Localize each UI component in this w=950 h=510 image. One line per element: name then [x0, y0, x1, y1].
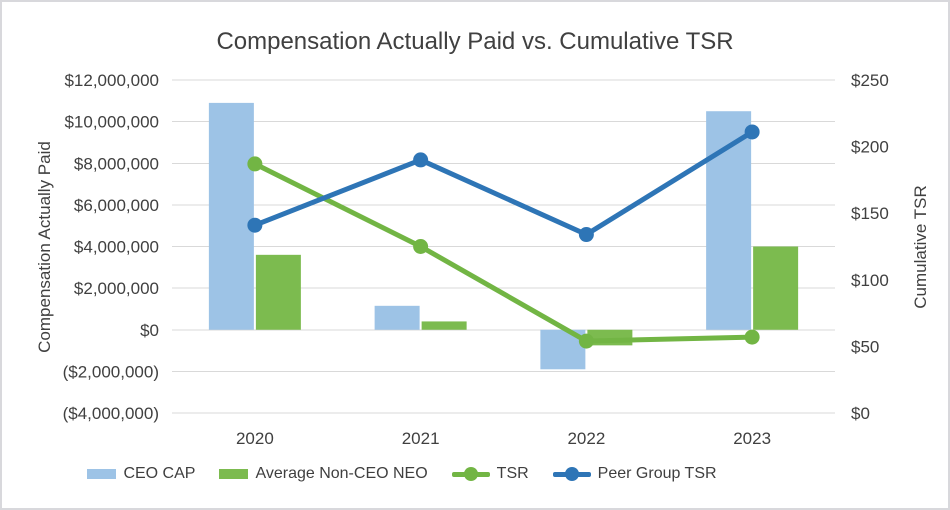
marker-peer-group-tsr-2021	[413, 152, 429, 168]
right-axis-tick-label: $100	[851, 271, 889, 290]
right-axis-tick-label: $200	[851, 138, 889, 157]
legend-label: Average Non-CEO NEO	[255, 465, 428, 482]
legend-label: TSR	[496, 465, 529, 482]
chart-title: Compensation Actually Paid vs. Cumulativ…	[216, 28, 733, 55]
x-axis-labels-group: 2020 2021 2022 2023	[236, 429, 771, 448]
bar-ceo-cap-2021	[374, 305, 420, 330]
left-axis-tick-label: $0	[140, 321, 159, 340]
right-axis-tick-label: $50	[851, 337, 879, 356]
right-axis-title: Cumulative TSR	[911, 185, 930, 308]
legend-item-tsr: TSR	[451, 465, 529, 483]
x-axis-label: 2021	[402, 429, 440, 448]
left-axis-tick-label: $2,000,000	[74, 279, 159, 298]
left-axis-tick-label: $8,000,000	[74, 154, 159, 173]
marker-tsr-2020	[247, 156, 263, 172]
marker-peer-group-tsr-2022	[578, 227, 594, 243]
left-axis-tick-label: ($2,000,000)	[63, 362, 159, 381]
left-axis-tick-label: $6,000,000	[74, 196, 159, 215]
legend-item-average-non-ceo-neo: Average Non-CEO NEO	[219, 465, 428, 483]
left-axis-ticks-group: ($4,000,000) ($2,000,000) $0 $2,000,000 $4,0…	[63, 71, 159, 423]
chart-legend: CEO CAP Average Non-CEO NEO TSR Peer Group …	[2, 462, 802, 486]
marker-peer-group-tsr-2023	[744, 124, 760, 140]
right-axis-tick-label: $150	[851, 204, 889, 223]
legend-swatch-line-icon	[451, 467, 490, 481]
left-axis-tick-label: ($4,000,000)	[63, 404, 159, 423]
legend-swatch-line-icon	[552, 467, 591, 481]
line-tsr	[252, 161, 755, 344]
right-axis-tick-label: $250	[851, 71, 889, 90]
left-axis-tick-label: $10,000,000	[64, 113, 159, 132]
legend-swatch-bar-icon	[219, 469, 249, 479]
bars-group	[208, 102, 799, 370]
bar-average-non-ceo-neo-2021	[421, 321, 467, 330]
marker-tsr-2023	[744, 329, 760, 345]
legend-item-ceo-cap: CEO CAP	[87, 465, 195, 483]
bar-average-non-ceo-neo-2020	[255, 254, 301, 330]
marker-tsr-2021	[413, 239, 429, 254]
marker-peer-group-tsr-2020	[247, 217, 263, 233]
legend-item-peer-group-tsr: Peer Group TSR	[552, 465, 717, 483]
left-axis-title: Compensation Actually Paid	[35, 141, 54, 353]
line-peer-group-tsr	[252, 129, 755, 238]
lines-group	[247, 124, 760, 349]
legend-marker-icon	[564, 467, 579, 481]
bar-ceo-cap-2020	[208, 102, 254, 330]
legend-marker-icon	[463, 467, 478, 481]
x-axis-label: 2020	[236, 429, 274, 448]
right-axis-ticks-group: $0 $50 $100 $150 $200 $250	[851, 71, 889, 423]
x-axis-label: 2023	[733, 429, 771, 448]
right-axis-tick-label: $0	[851, 404, 870, 423]
left-axis-tick-label: $4,000,000	[74, 238, 159, 257]
legend-swatch-bar-icon	[87, 469, 117, 479]
x-axis-label: 2022	[567, 429, 605, 448]
bar-average-non-ceo-neo-2023	[753, 246, 799, 330]
left-axis-tick-label: $12,000,000	[64, 71, 159, 90]
legend-label: CEO CAP	[123, 465, 196, 482]
marker-tsr-2022	[578, 333, 594, 349]
legend-label: Peer Group TSR	[597, 465, 717, 482]
